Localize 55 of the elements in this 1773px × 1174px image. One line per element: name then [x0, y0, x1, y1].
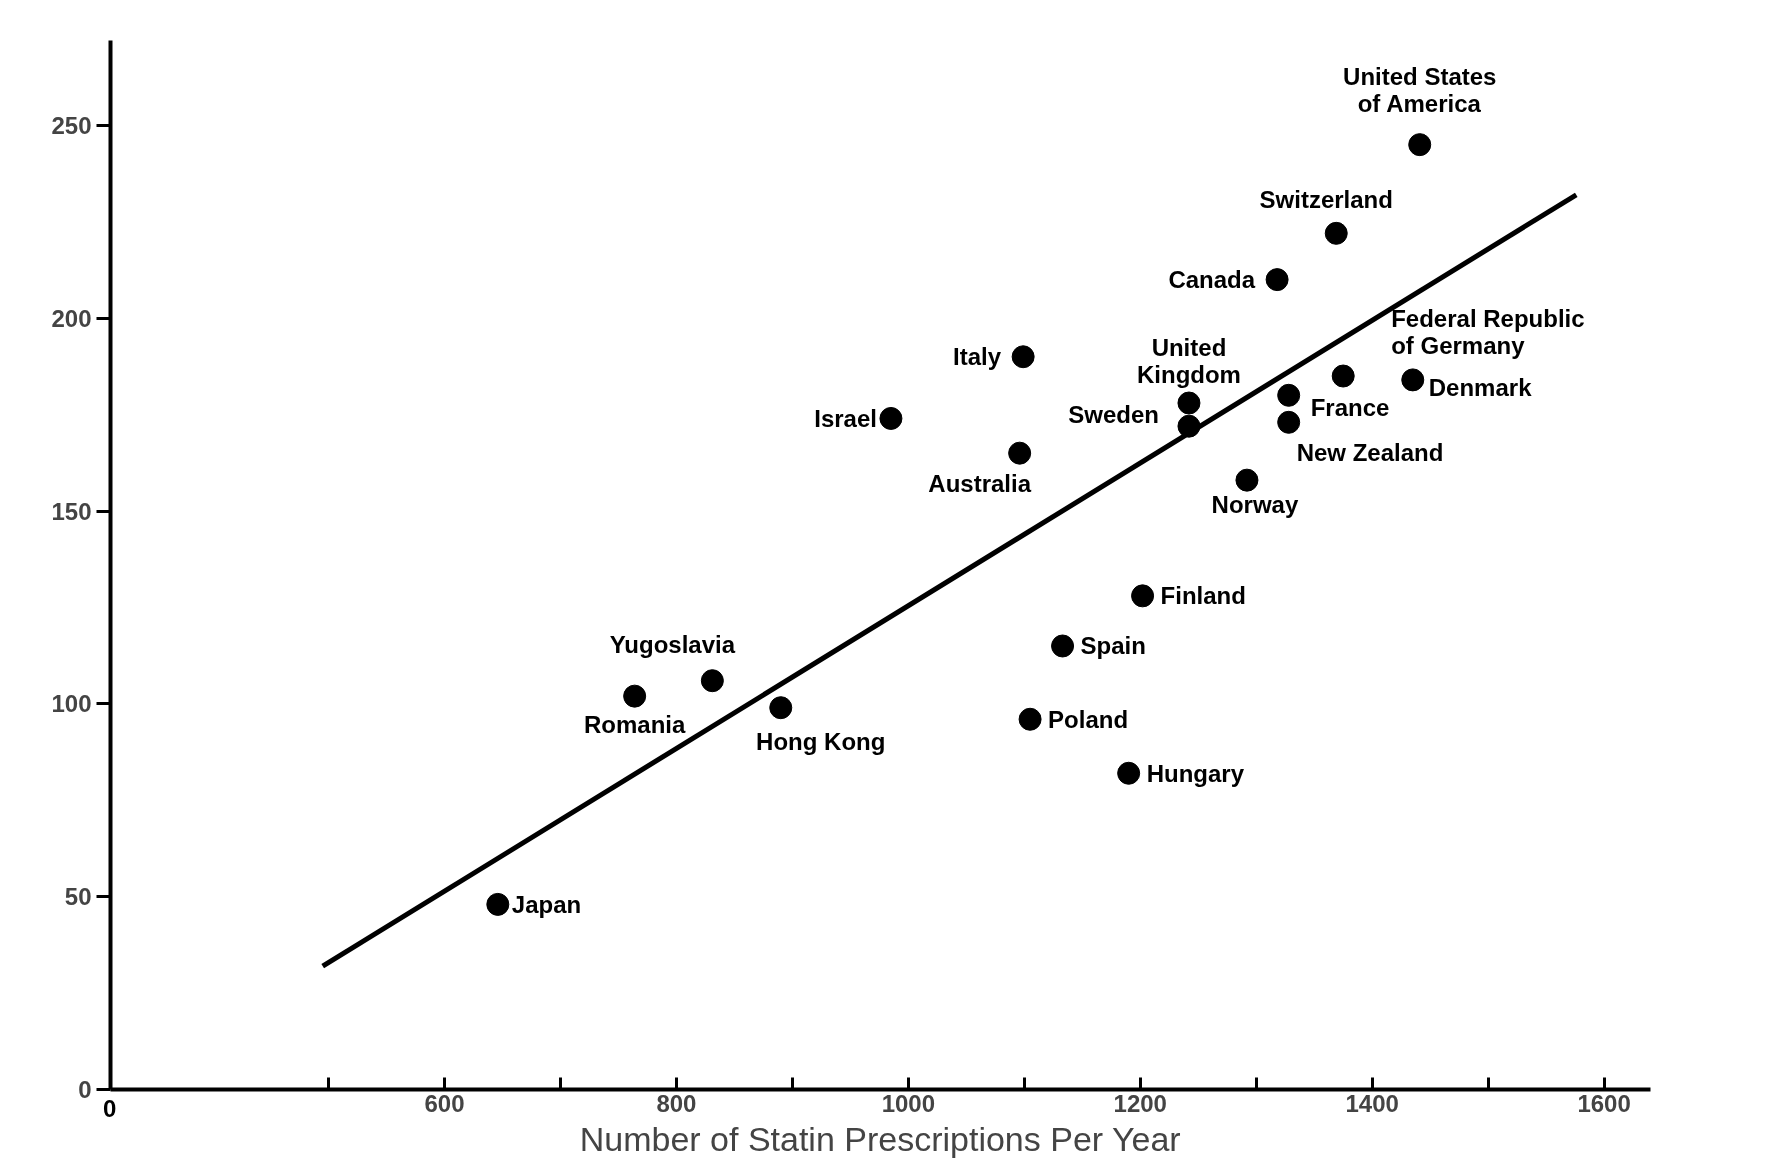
text: 0: [103, 1094, 117, 1124]
data-label: Federal Republic of Germany: [1391, 305, 1585, 360]
point: [700, 669, 724, 693]
point: [486, 892, 510, 916]
data-label: Israel: [814, 404, 877, 432]
y-tick-label: 250: [51, 111, 92, 139]
point: [769, 696, 793, 720]
data-label: Japan: [511, 890, 582, 918]
y-tick-label: 200: [51, 304, 92, 332]
data-label: United States of America: [1343, 62, 1497, 117]
data-label: Italy: [953, 343, 1002, 371]
point: [1401, 368, 1425, 392]
data-label: Denmark: [1428, 374, 1533, 402]
x-tick-label: 600: [424, 1089, 465, 1117]
point: [1235, 468, 1259, 492]
data-label: Romania: [583, 710, 686, 738]
data-label: Finland: [1160, 582, 1246, 610]
data-label: Hungary: [1146, 759, 1245, 787]
x-tick-label: 1000: [881, 1089, 936, 1117]
data-label: Australia: [928, 469, 1032, 497]
data-label: Spain: [1080, 632, 1146, 660]
point: [1008, 441, 1032, 465]
data-label: United Kingdom: [1136, 334, 1241, 389]
data-label: Sweden: [1068, 400, 1159, 428]
data-label: Switzerland: [1259, 185, 1393, 213]
point: [1331, 364, 1355, 388]
y-tick-label: 100: [51, 690, 92, 718]
x-tick-label: 1200: [1113, 1089, 1167, 1117]
y-tick-label: 50: [64, 883, 92, 911]
x-tick-label: 800: [656, 1089, 697, 1117]
data-label: France: [1310, 393, 1390, 421]
data-label: Canada: [1168, 266, 1256, 294]
point: [1324, 221, 1348, 245]
y-tick-label: 150: [51, 497, 92, 525]
point: [1277, 410, 1301, 434]
data-label: Norway: [1211, 490, 1299, 518]
data-label: Poland: [1048, 705, 1129, 733]
point: [1408, 133, 1432, 157]
point: [623, 684, 647, 708]
point: [1177, 391, 1201, 415]
point: [1131, 584, 1155, 608]
data-label: New Zealand: [1296, 438, 1444, 466]
data-label: Hong Kong: [756, 728, 886, 756]
x-tick-label: 1600: [1577, 1089, 1631, 1117]
x-tick-label: 1400: [1345, 1089, 1399, 1117]
point: [879, 406, 903, 430]
point: [1277, 383, 1301, 407]
point: [1011, 345, 1035, 369]
point: [1051, 634, 1075, 658]
point: [1265, 268, 1289, 292]
x-axis-title: Number of Statin Prescriptions Per Year: [579, 1119, 1181, 1158]
data-label: Yugoslavia: [609, 631, 736, 659]
y-tick-label: 0: [78, 1076, 92, 1103]
point: [1018, 707, 1042, 731]
point: [1117, 761, 1141, 785]
